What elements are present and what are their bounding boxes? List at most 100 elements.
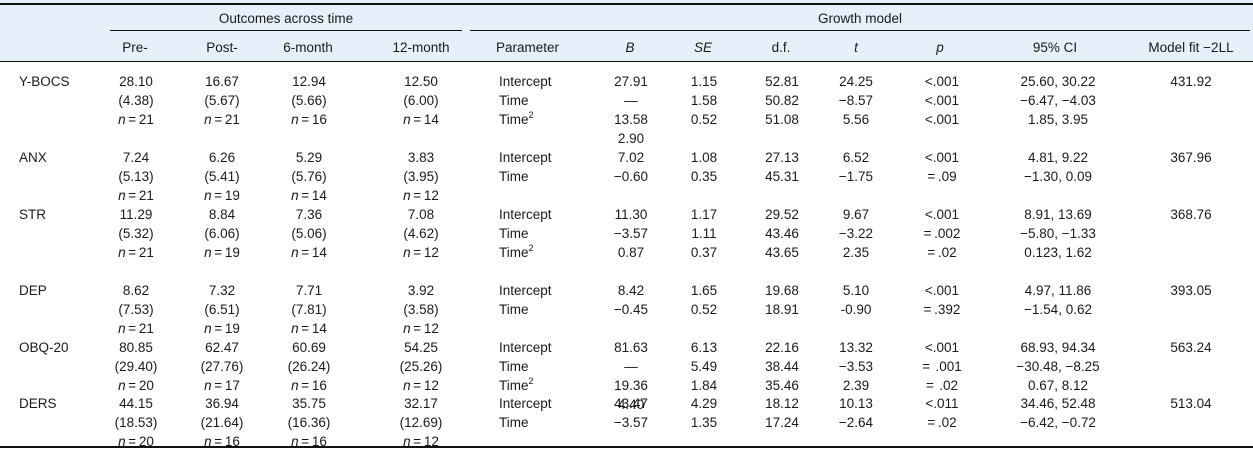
param-p: <.001 <box>924 283 960 298</box>
param-ci: −5.80, −1.33 <box>1020 226 1096 241</box>
param-t: 2.39 <box>842 378 870 393</box>
param-ci: −1.54, 0.62 <box>1024 302 1092 317</box>
param-ci: −6.47, −4.03 <box>1020 93 1096 108</box>
parameter-name: Time <box>499 359 529 374</box>
param-p: <.001 <box>924 150 960 165</box>
outcome-mean: 7.71 <box>295 283 323 298</box>
outcome-sd: (4.62) <box>403 226 439 241</box>
outcome-mean: 8.84 <box>208 207 236 222</box>
outcome-mean: 8.62 <box>122 283 150 298</box>
parameter-name: Time <box>499 302 529 317</box>
outcome-mean: 16.67 <box>205 74 239 89</box>
param-t: −3.22 <box>838 226 874 241</box>
outcome-mean: 44.15 <box>119 396 153 411</box>
parameter-name: Time <box>499 226 529 241</box>
outcome-mean: 5.29 <box>295 150 323 165</box>
param-B: 2.90 <box>617 131 645 146</box>
param-B: 8.42 <box>617 283 645 298</box>
param-p: = .002 <box>923 226 961 241</box>
outcomes-group-rule <box>110 30 462 31</box>
sample-size: n = 12 <box>403 378 439 393</box>
param-p: = .02 <box>927 415 957 430</box>
sample-size: n = 19 <box>204 188 240 203</box>
param-SE: 0.52 <box>690 302 718 317</box>
header-bottom-rule <box>0 61 1253 62</box>
param-B: 27.91 <box>614 74 648 89</box>
model-fit-value: 393.05 <box>1170 283 1212 298</box>
outcome-mean: 3.92 <box>407 283 435 298</box>
col-header-95ci: 95% CI <box>1032 40 1078 55</box>
col-header-df: d.f. <box>771 40 791 55</box>
outcome-mean: 54.25 <box>404 340 438 355</box>
outcome-sd: (27.76) <box>200 359 244 374</box>
outcome-sd: (26.24) <box>287 359 331 374</box>
param-SE: 1.65 <box>690 283 718 298</box>
outcome-mean: 36.94 <box>205 396 239 411</box>
measure-label: DERS <box>19 396 57 411</box>
sample-size: n = 14 <box>291 245 327 260</box>
param-df: 38.44 <box>765 359 799 374</box>
param-B: −3.57 <box>613 415 649 430</box>
param-df: 18.12 <box>765 396 799 411</box>
param-B: 7.02 <box>617 150 645 165</box>
parameter-name: Time <box>499 93 529 108</box>
param-df: 45.31 <box>765 169 799 184</box>
param-B: 19.36 <box>614 378 648 393</box>
param-p: = .02 <box>927 245 957 260</box>
outcome-sd: (6.51) <box>204 302 240 317</box>
outcome-sd: (4.38) <box>118 93 154 108</box>
sample-size: n = 20 <box>118 378 154 393</box>
sample-size: n = 19 <box>204 245 240 260</box>
sample-size: n = 16 <box>291 378 327 393</box>
param-p: <.001 <box>924 112 960 127</box>
outcome-mean: 7.36 <box>295 207 323 222</box>
parameter-name: Time <box>499 169 529 184</box>
sample-size: n = 12 <box>403 434 439 449</box>
outcome-sd: (5.66) <box>291 93 327 108</box>
param-ci: 25.60, 30.22 <box>1020 74 1096 89</box>
param-ci: 68.93, 94.34 <box>1020 340 1096 355</box>
col-header-12month: 12-month <box>392 40 450 55</box>
param-SE: 1.08 <box>690 150 718 165</box>
sample-size: n = 20 <box>118 434 154 449</box>
param-B: 13.58 <box>614 112 648 127</box>
outcome-mean: 7.08 <box>407 207 435 222</box>
param-t: −2.64 <box>838 415 874 430</box>
param-SE: 5.49 <box>690 359 718 374</box>
sample-size: n = 16 <box>204 434 240 449</box>
param-t: −8.57 <box>838 93 874 108</box>
param-df: 50.82 <box>765 93 799 108</box>
param-df: 52.81 <box>765 74 799 89</box>
param-t: −3.53 <box>838 359 874 374</box>
param-df: 29.52 <box>765 207 799 222</box>
model-fit-value: 513.04 <box>1170 396 1212 411</box>
param-p: <.001 <box>924 340 960 355</box>
param-df: 43.46 <box>765 226 799 241</box>
sample-size: n = 21 <box>118 245 154 260</box>
sample-size: n = 17 <box>204 378 240 393</box>
param-B: 4.40 <box>617 397 645 412</box>
col-header-t: t <box>854 40 858 55</box>
parameter-name: Intercept <box>499 74 552 89</box>
outcome-sd: (7.81) <box>291 302 327 317</box>
sample-size: n = 14 <box>291 321 327 336</box>
sample-size: n = 21 <box>204 112 240 127</box>
param-t: -0.90 <box>840 302 872 317</box>
param-SE: 0.35 <box>690 169 718 184</box>
param-ci: 4.97, 11.86 <box>1024 283 1092 298</box>
param-df: 19.68 <box>765 283 799 298</box>
param-df: 22.16 <box>765 340 799 355</box>
param-df: 35.46 <box>765 378 799 393</box>
param-df: 43.65 <box>765 245 799 260</box>
outcome-sd: (29.40) <box>114 359 158 374</box>
measure-label: STR <box>19 207 46 222</box>
outcome-mean: 7.32 <box>208 283 236 298</box>
param-B: — <box>624 93 638 108</box>
growth-group-header: Growth model <box>817 11 903 26</box>
outcome-sd: (3.58) <box>403 302 439 317</box>
param-ci: 8.91, 13.69 <box>1024 207 1092 222</box>
outcome-mean: 6.26 <box>208 150 236 165</box>
measure-label: Y-BOCS <box>19 74 70 89</box>
outcome-sd: (5.41) <box>204 169 240 184</box>
param-p: = .392 <box>923 302 961 317</box>
